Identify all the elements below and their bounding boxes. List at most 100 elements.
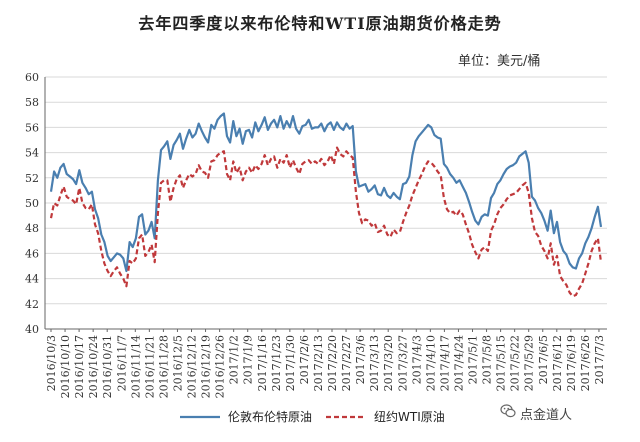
data-point-brent [522,153,524,155]
data-point-wti [383,225,385,227]
data-point-wti [396,232,398,234]
data-point-brent [56,177,58,179]
data-point-brent [298,133,300,135]
data-point-wti [342,156,344,158]
data-point-brent [53,171,55,173]
data-point-brent [163,145,165,147]
data-point-brent [78,169,80,171]
data-point-brent [421,132,423,134]
data-point-wti [207,177,209,179]
data-point-wti [317,163,319,165]
data-point-wti [157,212,159,214]
y-tick-label: 58 [25,96,39,109]
data-point-brent [396,196,398,198]
data-point-brent [60,167,62,169]
data-point-brent [144,234,146,236]
data-point-wti [170,201,172,203]
data-point-wti [424,166,426,168]
data-point-wti [302,163,304,165]
x-tick-label: 2017/1/30 [284,335,297,391]
data-point-wti [69,198,71,200]
data-point-wti [487,250,489,252]
data-point-brent [107,255,109,257]
data-point-brent [487,215,489,217]
legend-label: 伦敦布伦特原油 [228,409,312,424]
data-point-wti [173,187,175,189]
data-point-wti [402,221,404,223]
data-point-brent [113,256,115,258]
data-point-brent [368,191,370,193]
data-point-wti [324,164,326,166]
data-point-brent [267,129,269,131]
data-point-wti [283,162,285,164]
x-tick-label: 2017/4/10 [424,335,437,391]
data-point-wti [56,205,58,207]
data-point-brent [85,187,87,189]
series-line-brent [49,112,603,273]
data-point-wti [443,197,445,199]
data-point-wti [374,222,376,224]
y-tick-label: 52 [25,172,39,185]
data-point-wti [308,159,310,161]
data-point-wti [280,158,282,160]
data-point-wti [94,224,96,226]
data-point-wti [591,250,593,252]
x-tick-label: 2017/3/27 [396,335,409,391]
legend-label: 纽约WTI原油 [374,409,445,424]
data-point-wti [264,154,266,156]
data-point-brent [100,234,102,236]
data-point-wti [100,250,102,252]
data-point-wti [179,174,181,176]
data-point-wti [393,229,395,231]
data-point-brent [122,258,124,260]
data-point-brent [531,196,533,198]
data-point-wti [85,207,87,209]
data-point-brent [182,148,184,150]
data-point-wti [78,187,80,189]
x-tick-label: 2016/10/24 [87,335,100,398]
data-point-wti [506,198,508,200]
grid-lines [45,76,607,330]
data-point-wti [314,161,316,163]
data-point-wti [468,232,470,234]
data-point-brent [544,220,546,222]
x-tick-label: 2017/6/26 [579,335,592,391]
data-point-wti [537,235,539,237]
data-point-brent [91,191,93,193]
data-point-brent [236,135,238,137]
data-point-wti [368,220,370,222]
data-point-wti [160,182,162,184]
data-point-wti [478,258,480,260]
data-point-brent [594,216,596,218]
data-point-brent [226,135,228,137]
data-point-brent [242,143,244,145]
data-point-brent [402,183,404,185]
data-point-wti [236,172,238,174]
data-point-wti [292,159,294,161]
data-point-brent [210,124,212,126]
data-point-brent [119,254,121,256]
data-point-wti [371,225,373,227]
y-tick-label: 50 [25,197,39,210]
x-tick-label: 2016/10/31 [101,335,114,398]
data-point-wti [534,231,536,233]
data-point-brent [63,163,65,165]
data-point-brent [166,140,168,142]
data-point-brent [361,185,363,187]
data-point-brent [176,139,178,141]
data-point-brent [559,241,561,243]
data-point-wti [440,174,442,176]
data-point-wti [562,280,564,282]
data-point-wti [261,163,263,165]
data-point-brent [201,130,203,132]
data-point-brent [320,123,322,125]
data-point-wti [72,200,74,202]
x-tick-label: 2017/5/1 [467,335,480,384]
data-point-wti [449,212,451,214]
data-point-wti [484,246,486,248]
data-point-brent [408,176,410,178]
data-point-brent [430,127,432,129]
data-point-wti [107,270,109,272]
data-point-brent [188,129,190,131]
data-point-brent [481,216,483,218]
